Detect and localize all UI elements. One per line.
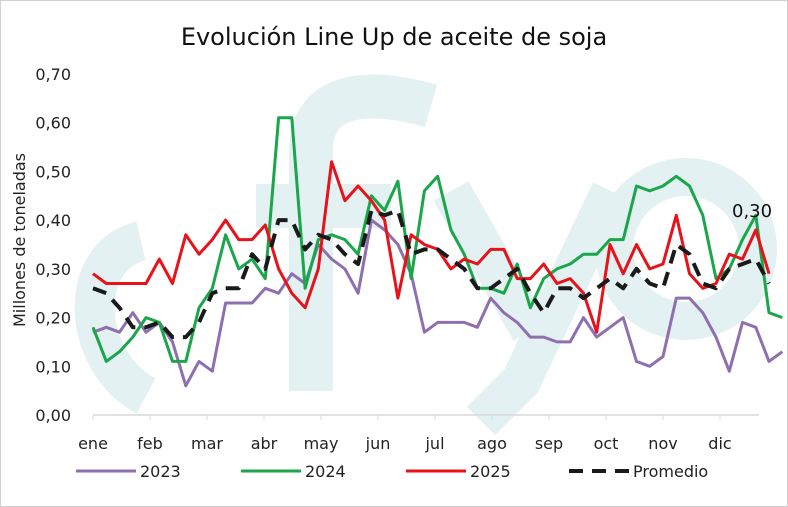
watermark-f-shape [256,74,438,391]
y-tick-label: 0,10 [35,357,71,376]
y-tick-label: 0,30 [35,260,71,279]
chart-title: Evolución Line Up de aceite de soja [181,23,607,51]
x-tick-label: jul [424,434,444,453]
x-tick-label: may [304,434,339,453]
series-line-promedio [92,208,771,340]
y-tick-label: 0,00 [35,406,71,425]
series-line-2023 [92,218,784,388]
x-tick-labels: ene feb mar abr may jun jul ago sep oct nov dic [78,415,732,453]
series-lines [91,116,784,388]
y-axis-label: Millones de toneladas [10,153,29,327]
x-tick-label: feb [137,434,163,453]
legend: 2023 2024 2025 Promedio [76,462,708,481]
y-tick-labels: 0,00 0,10 0,20 0,30 0,40 0,50 0,60 0,70 [35,65,71,425]
legend-label-promedio: Promedio [633,462,708,481]
x-tick-label: oct [594,434,619,453]
x-tick-label: ago [477,434,507,453]
series-line-2024 [91,116,783,363]
x-tick-label: jun [365,434,391,453]
last-value-annotation: 0,30 [732,201,772,222]
legend-label-2025: 2025 [470,462,511,481]
x-tick-label: abr [251,434,278,453]
x-tick-label: mar [191,434,223,453]
x-tick-label: nov [648,434,677,453]
series-line-2025 [92,160,771,334]
x-tick-label: ene [78,434,108,453]
y-tick-label: 0,20 [35,309,71,328]
watermark-o-shape [595,158,777,340]
y-tick-label: 0,50 [35,162,71,181]
legend-label-2024: 2024 [305,462,346,481]
x-tick-label: dic [708,434,731,453]
legend-label-2023: 2023 [140,462,181,481]
x-tick-label: sep [535,434,563,453]
y-tick-label: 0,70 [35,65,71,84]
y-tick-label: 0,40 [35,211,71,230]
y-tick-label: 0,60 [35,114,71,133]
watermark-s-shape [74,221,157,414]
